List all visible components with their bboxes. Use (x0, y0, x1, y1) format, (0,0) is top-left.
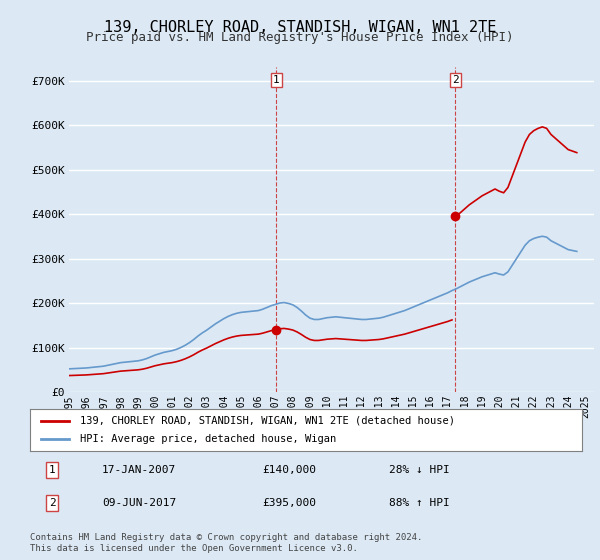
Text: 139, CHORLEY ROAD, STANDISH, WIGAN, WN1 2TE: 139, CHORLEY ROAD, STANDISH, WIGAN, WN1 … (104, 20, 496, 35)
Text: 88% ↑ HPI: 88% ↑ HPI (389, 498, 449, 508)
Text: 2: 2 (49, 498, 55, 508)
Text: 2: 2 (452, 75, 458, 85)
Text: £395,000: £395,000 (262, 498, 316, 508)
Text: 1: 1 (49, 465, 55, 475)
Text: £140,000: £140,000 (262, 465, 316, 475)
Text: 1: 1 (273, 75, 280, 85)
Text: HPI: Average price, detached house, Wigan: HPI: Average price, detached house, Wiga… (80, 434, 336, 444)
Text: 17-JAN-2007: 17-JAN-2007 (102, 465, 176, 475)
Text: Contains HM Land Registry data © Crown copyright and database right 2024.
This d: Contains HM Land Registry data © Crown c… (30, 533, 422, 553)
Text: 139, CHORLEY ROAD, STANDISH, WIGAN, WN1 2TE (detached house): 139, CHORLEY ROAD, STANDISH, WIGAN, WN1 … (80, 416, 455, 426)
Text: 09-JUN-2017: 09-JUN-2017 (102, 498, 176, 508)
Text: 28% ↓ HPI: 28% ↓ HPI (389, 465, 449, 475)
Text: Price paid vs. HM Land Registry's House Price Index (HPI): Price paid vs. HM Land Registry's House … (86, 31, 514, 44)
